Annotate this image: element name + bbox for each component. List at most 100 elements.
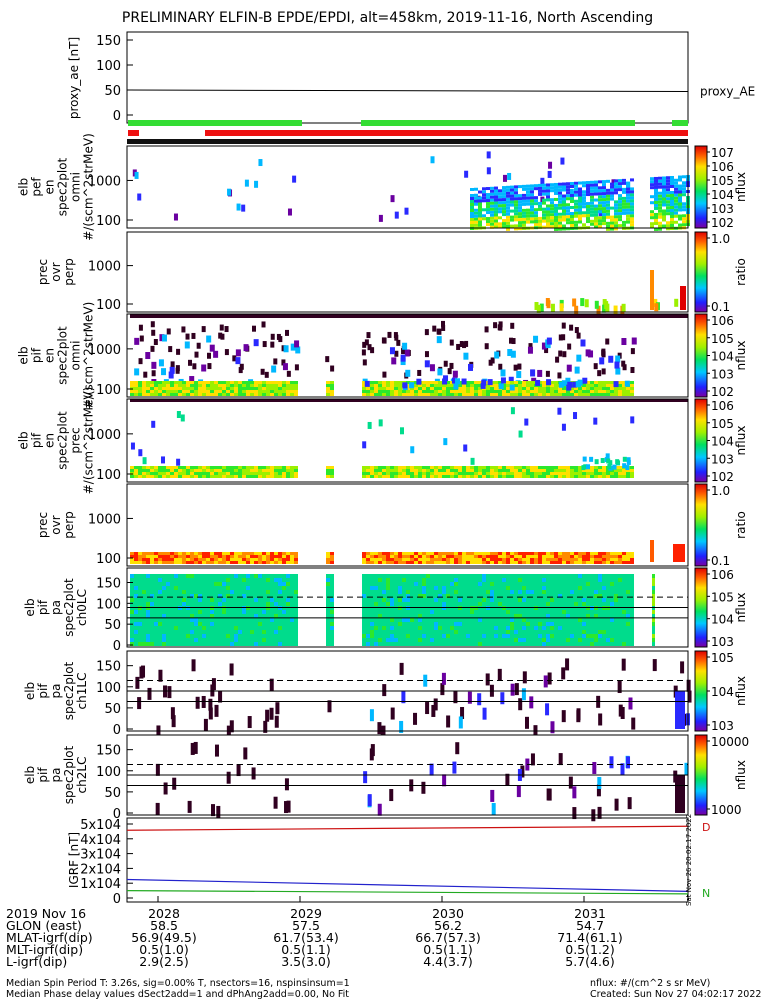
colorbar-tick-label: 102 [711,470,734,484]
heatmap-cell [518,206,522,210]
heatmap-cell [534,594,538,598]
heatmap-cell [598,561,602,564]
heatmap-cell [614,561,618,564]
heatmap-cell [652,602,655,606]
heatmap-cell [230,610,234,614]
heatmap-cell [185,333,190,340]
heatmap-cell [522,578,526,582]
heatmap-cell [478,469,482,472]
heatmap-cell [158,552,162,555]
heatmap-cell [606,618,610,622]
heatmap-cell [210,642,214,646]
heatmap-cell [270,630,274,634]
heatmap-cell [394,594,398,598]
heatmap-cell [590,622,594,626]
heatmap-cell [502,574,506,578]
heatmap-cell [214,642,218,646]
heatmap-cell [502,222,506,226]
heatmap-cell [130,642,134,646]
heatmap-cell [506,221,510,225]
heatmap-cell [222,555,226,558]
heatmap-cell [362,381,366,384]
heatmap-cell [258,393,262,396]
heatmap-cell [186,610,190,614]
heatmap-cell [652,598,655,602]
heatmap-cell [538,204,542,208]
heatmap-cell [254,390,258,393]
heatmap-cell [230,638,234,642]
heatmap-cell [594,552,598,555]
heatmap-cell [630,634,634,638]
heatmap-cell [198,630,202,634]
heatmap-cell [278,634,282,638]
tick-label: 1000 [88,512,121,527]
y-axis-label: spec2plot [62,745,76,804]
heatmap-cell [190,618,194,622]
heatmap-cell [578,574,582,578]
heatmap-cell [574,610,578,614]
heatmap-cell [434,578,438,582]
heatmap-cell [246,586,250,590]
heatmap-cell [514,555,518,558]
heatmap-cell [458,618,462,622]
heatmap-cell [214,466,218,469]
heatmap-cell [402,561,406,564]
heatmap-cell [426,393,430,396]
heatmap-cell [382,574,386,578]
heatmap-cell [590,219,594,223]
heatmap-cell [650,201,654,205]
heatmap-cell [518,224,522,228]
heatmap-cell [151,361,157,369]
heatmap-cell [557,372,562,379]
heatmap-cell [294,393,298,396]
heatmap-cell [326,598,330,602]
heatmap-cell [517,363,522,370]
heatmap-cell [263,720,268,733]
heatmap-cell [173,213,178,221]
heatmap-cell [486,590,490,594]
heatmap-cell [226,642,230,646]
heatmap-cell [602,630,606,634]
heatmap-cell [210,558,214,561]
heatmap-cell [214,578,218,582]
heatmap-cell [362,610,366,614]
heatmap-cell [254,469,258,472]
heatmap-cell [386,582,390,586]
heatmap-cell [154,614,158,618]
heatmap-cell [622,614,626,618]
heatmap-cell [208,698,213,711]
heatmap-cell [326,638,330,642]
heatmap-cell [398,618,402,622]
heatmap-cell [170,618,174,622]
heatmap-cell [466,555,470,558]
heatmap-cell [466,586,470,590]
heatmap-cell [214,586,218,590]
heatmap-cell [218,555,222,558]
heatmap-cell [578,582,582,586]
heatmap-cell [541,342,547,350]
heatmap-cell [597,370,602,377]
status-bar-green [361,120,635,126]
heatmap-cell [658,227,662,231]
heatmap-cell [426,634,430,638]
heatmap-cell [486,634,490,638]
heatmap-cell [586,602,590,606]
heatmap-cell [522,555,526,558]
heatmap-cell [554,188,558,192]
heatmap-cell [494,189,498,193]
heatmap-cell [326,472,330,475]
heatmap-cell [294,387,298,390]
heatmap-cell [206,590,210,594]
heatmap-cell [138,466,142,469]
heatmap-cell [582,642,586,646]
heatmap-cell [206,555,210,558]
heatmap-cell [578,205,582,209]
heatmap-cell [594,393,598,396]
heatmap-cell [230,586,234,590]
heatmap-cell [422,384,426,387]
panel-frame [126,145,689,229]
heatmap-cell [542,555,546,558]
heatmap-cell [142,582,146,586]
heatmap-cell [426,638,430,642]
heatmap-cell [506,475,510,478]
